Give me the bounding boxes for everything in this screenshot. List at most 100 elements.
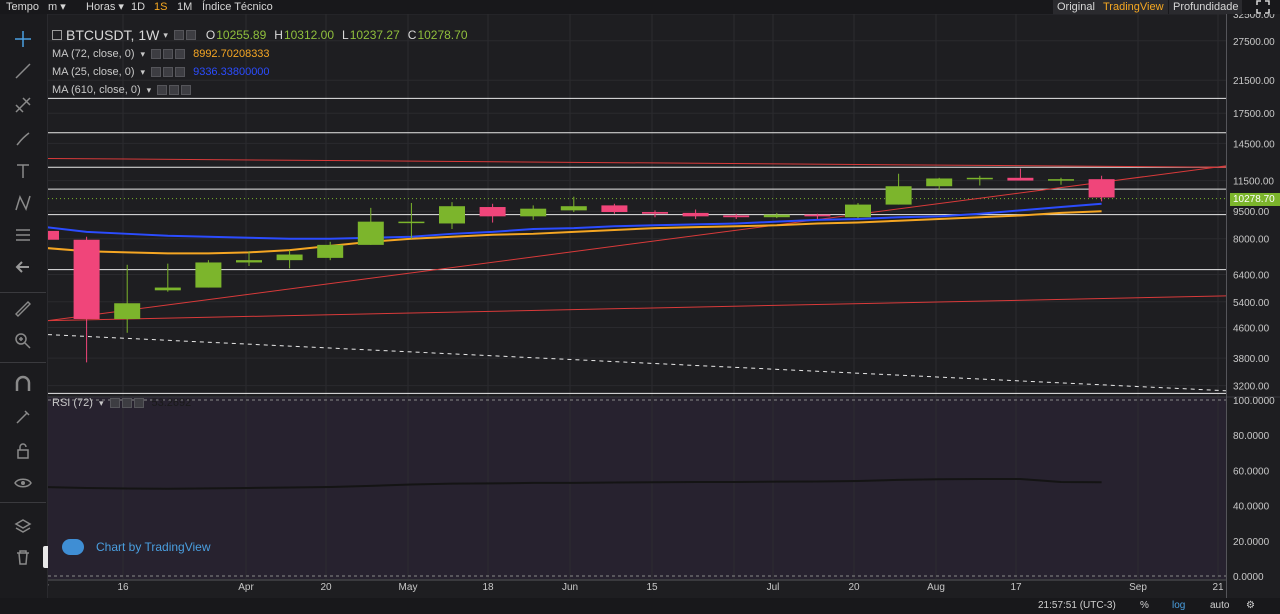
open-value: 10255.89 bbox=[216, 28, 267, 42]
candle-body bbox=[642, 212, 668, 214]
candle-body bbox=[195, 262, 222, 288]
rsi-value: 53.2692 bbox=[151, 397, 192, 409]
percent-toggle[interactable]: % bbox=[1140, 600, 1149, 611]
ma25-legend: MA (25, close, 0) ▾ 9336.33800000 bbox=[52, 65, 270, 79]
toolbar-hours-dropdown[interactable]: Horas ▾ bbox=[86, 1, 124, 13]
open-key: O bbox=[205, 28, 216, 42]
time-tick-label: Aug bbox=[927, 582, 945, 593]
price-tick-label: 17500.00 bbox=[1233, 109, 1275, 120]
toolbar-1m-button[interactable]: 1M bbox=[177, 1, 193, 13]
high-value: 10312.00 bbox=[283, 28, 335, 42]
trend-line-rising bbox=[48, 165, 1227, 322]
rsi-line bbox=[48, 478, 1102, 490]
ma610-eye-icon[interactable] bbox=[157, 85, 168, 95]
fullscreen-icon[interactable] bbox=[1252, 0, 1274, 14]
prediction-icon[interactable] bbox=[10, 222, 36, 248]
candle-body bbox=[398, 221, 425, 224]
ma25-eye-icon[interactable] bbox=[151, 67, 162, 77]
rsi-caret-icon[interactable]: ▾ bbox=[98, 398, 104, 408]
low-key: L bbox=[342, 28, 349, 42]
settings-gear-icon[interactable]: ⚙ bbox=[1246, 600, 1255, 611]
view-depth-tab[interactable]: Profundidade bbox=[1169, 0, 1243, 14]
ma72-eye-icon[interactable] bbox=[151, 49, 162, 59]
layers-icon[interactable] bbox=[10, 514, 36, 540]
time-tick-label: 17 bbox=[1010, 582, 1022, 593]
tradingview-logo-icon bbox=[62, 539, 84, 555]
candle-body bbox=[439, 206, 465, 224]
candle-body bbox=[1007, 177, 1034, 181]
ma25-settings-icon[interactable] bbox=[163, 67, 174, 77]
time-tick-label: 18 bbox=[482, 582, 494, 593]
candle-body bbox=[845, 204, 871, 218]
lock-drawing-icon[interactable] bbox=[10, 404, 36, 430]
candle-body bbox=[520, 208, 547, 217]
ma610-caret-icon[interactable]: ▾ bbox=[146, 85, 152, 95]
time-tick-label: Jul bbox=[767, 582, 780, 593]
current-price-tag: 10278.70 bbox=[1230, 192, 1280, 206]
price-tick-label: 9500.00 bbox=[1233, 207, 1270, 218]
candle-body bbox=[926, 178, 953, 187]
ma72-caret-icon[interactable]: ▾ bbox=[140, 49, 146, 59]
eye-icon[interactable] bbox=[10, 470, 36, 496]
ma72-value: 8992.70208333 bbox=[193, 48, 270, 60]
tradingview-watermark[interactable]: Chart by TradingView bbox=[62, 536, 211, 558]
ma610-settings-icon[interactable] bbox=[169, 85, 180, 95]
toolbar-1s-button[interactable]: 1S bbox=[154, 1, 168, 13]
ma25-caret-icon[interactable]: ▾ bbox=[140, 67, 146, 77]
chart-area[interactable]: 32500.00 27500.00 21500.00 17500.00 14500.00… bbox=[48, 14, 1280, 614]
candle-body bbox=[48, 230, 59, 240]
ma25-close-icon[interactable] bbox=[175, 67, 186, 77]
toolbar-1d-button[interactable]: 1D bbox=[131, 1, 146, 13]
pattern-icon[interactable] bbox=[10, 190, 36, 216]
ma610-label: MA (610, close, 0) bbox=[52, 84, 141, 96]
log-toggle[interactable]: log bbox=[1172, 600, 1186, 611]
rsi-eye-icon[interactable] bbox=[109, 398, 120, 408]
candle-body bbox=[357, 221, 384, 245]
price-tick-label: 8000.00 bbox=[1233, 235, 1270, 246]
brush-icon[interactable] bbox=[10, 126, 36, 152]
candle-body bbox=[682, 212, 709, 217]
ohlc-legend: BTCUSDT, 1W ▾ O 10255.89 H 10312.00 L 10237… bbox=[52, 28, 468, 42]
ma610-close-icon[interactable] bbox=[181, 85, 192, 95]
candle-body bbox=[763, 214, 790, 218]
view-original-tab[interactable]: Original bbox=[1053, 0, 1099, 14]
top-toolbar: Tempo m ▾ Horas ▾ 1D 1S 1M Índice Técnic… bbox=[0, 0, 1280, 14]
close-icon[interactable] bbox=[185, 30, 196, 40]
toolbar-indicators-button[interactable]: Índice Técnico bbox=[202, 1, 273, 13]
sidebar-collapse-handle[interactable] bbox=[43, 546, 50, 568]
rsi-tick-label: 0.0000 bbox=[1233, 572, 1264, 583]
ruler-icon[interactable] bbox=[10, 296, 36, 322]
toolbar-minutes-dropdown[interactable]: m ▾ bbox=[48, 1, 66, 13]
price-tick-label: 5400.00 bbox=[1233, 298, 1270, 309]
crosshair-icon[interactable] bbox=[10, 26, 36, 52]
rsi-label: RSI (72) bbox=[52, 397, 93, 409]
price-tick-label: 11500.00 bbox=[1233, 177, 1274, 188]
view-tradingview-tab[interactable]: TradingView bbox=[1099, 0, 1168, 14]
time-tick-label: Apr bbox=[238, 582, 254, 593]
pitchfork-icon[interactable] bbox=[10, 92, 36, 118]
trash-icon[interactable] bbox=[10, 544, 36, 570]
symbol-toggle[interactable] bbox=[52, 30, 62, 40]
high-key: H bbox=[274, 28, 283, 42]
rsi-settings-icon[interactable] bbox=[121, 398, 132, 408]
auto-toggle[interactable]: auto bbox=[1210, 600, 1230, 611]
ma72-close-icon[interactable] bbox=[175, 49, 186, 59]
rsi-close-icon[interactable] bbox=[133, 398, 144, 408]
price-tick-label: 32500.00 bbox=[1233, 14, 1275, 21]
back-arrow-icon[interactable] bbox=[10, 254, 36, 280]
unlock-icon[interactable] bbox=[10, 438, 36, 464]
trend-line-icon[interactable] bbox=[10, 58, 36, 84]
candle-body bbox=[560, 206, 587, 211]
time-tick-label: 15 bbox=[646, 582, 658, 593]
symbol-caret-icon[interactable]: ▾ bbox=[163, 30, 168, 40]
text-icon[interactable] bbox=[10, 158, 36, 184]
magnet-icon[interactable] bbox=[10, 372, 36, 398]
candle-body bbox=[317, 244, 344, 258]
settings-icon[interactable] bbox=[173, 30, 184, 40]
ma72-legend: MA (72, close, 0) ▾ 8992.70208333 bbox=[52, 47, 270, 61]
trend-line-bottom bbox=[48, 295, 1227, 322]
rsi-tick-label: 20.0000 bbox=[1233, 537, 1270, 548]
zoom-in-icon[interactable] bbox=[10, 328, 36, 354]
ma72-settings-icon[interactable] bbox=[163, 49, 174, 59]
